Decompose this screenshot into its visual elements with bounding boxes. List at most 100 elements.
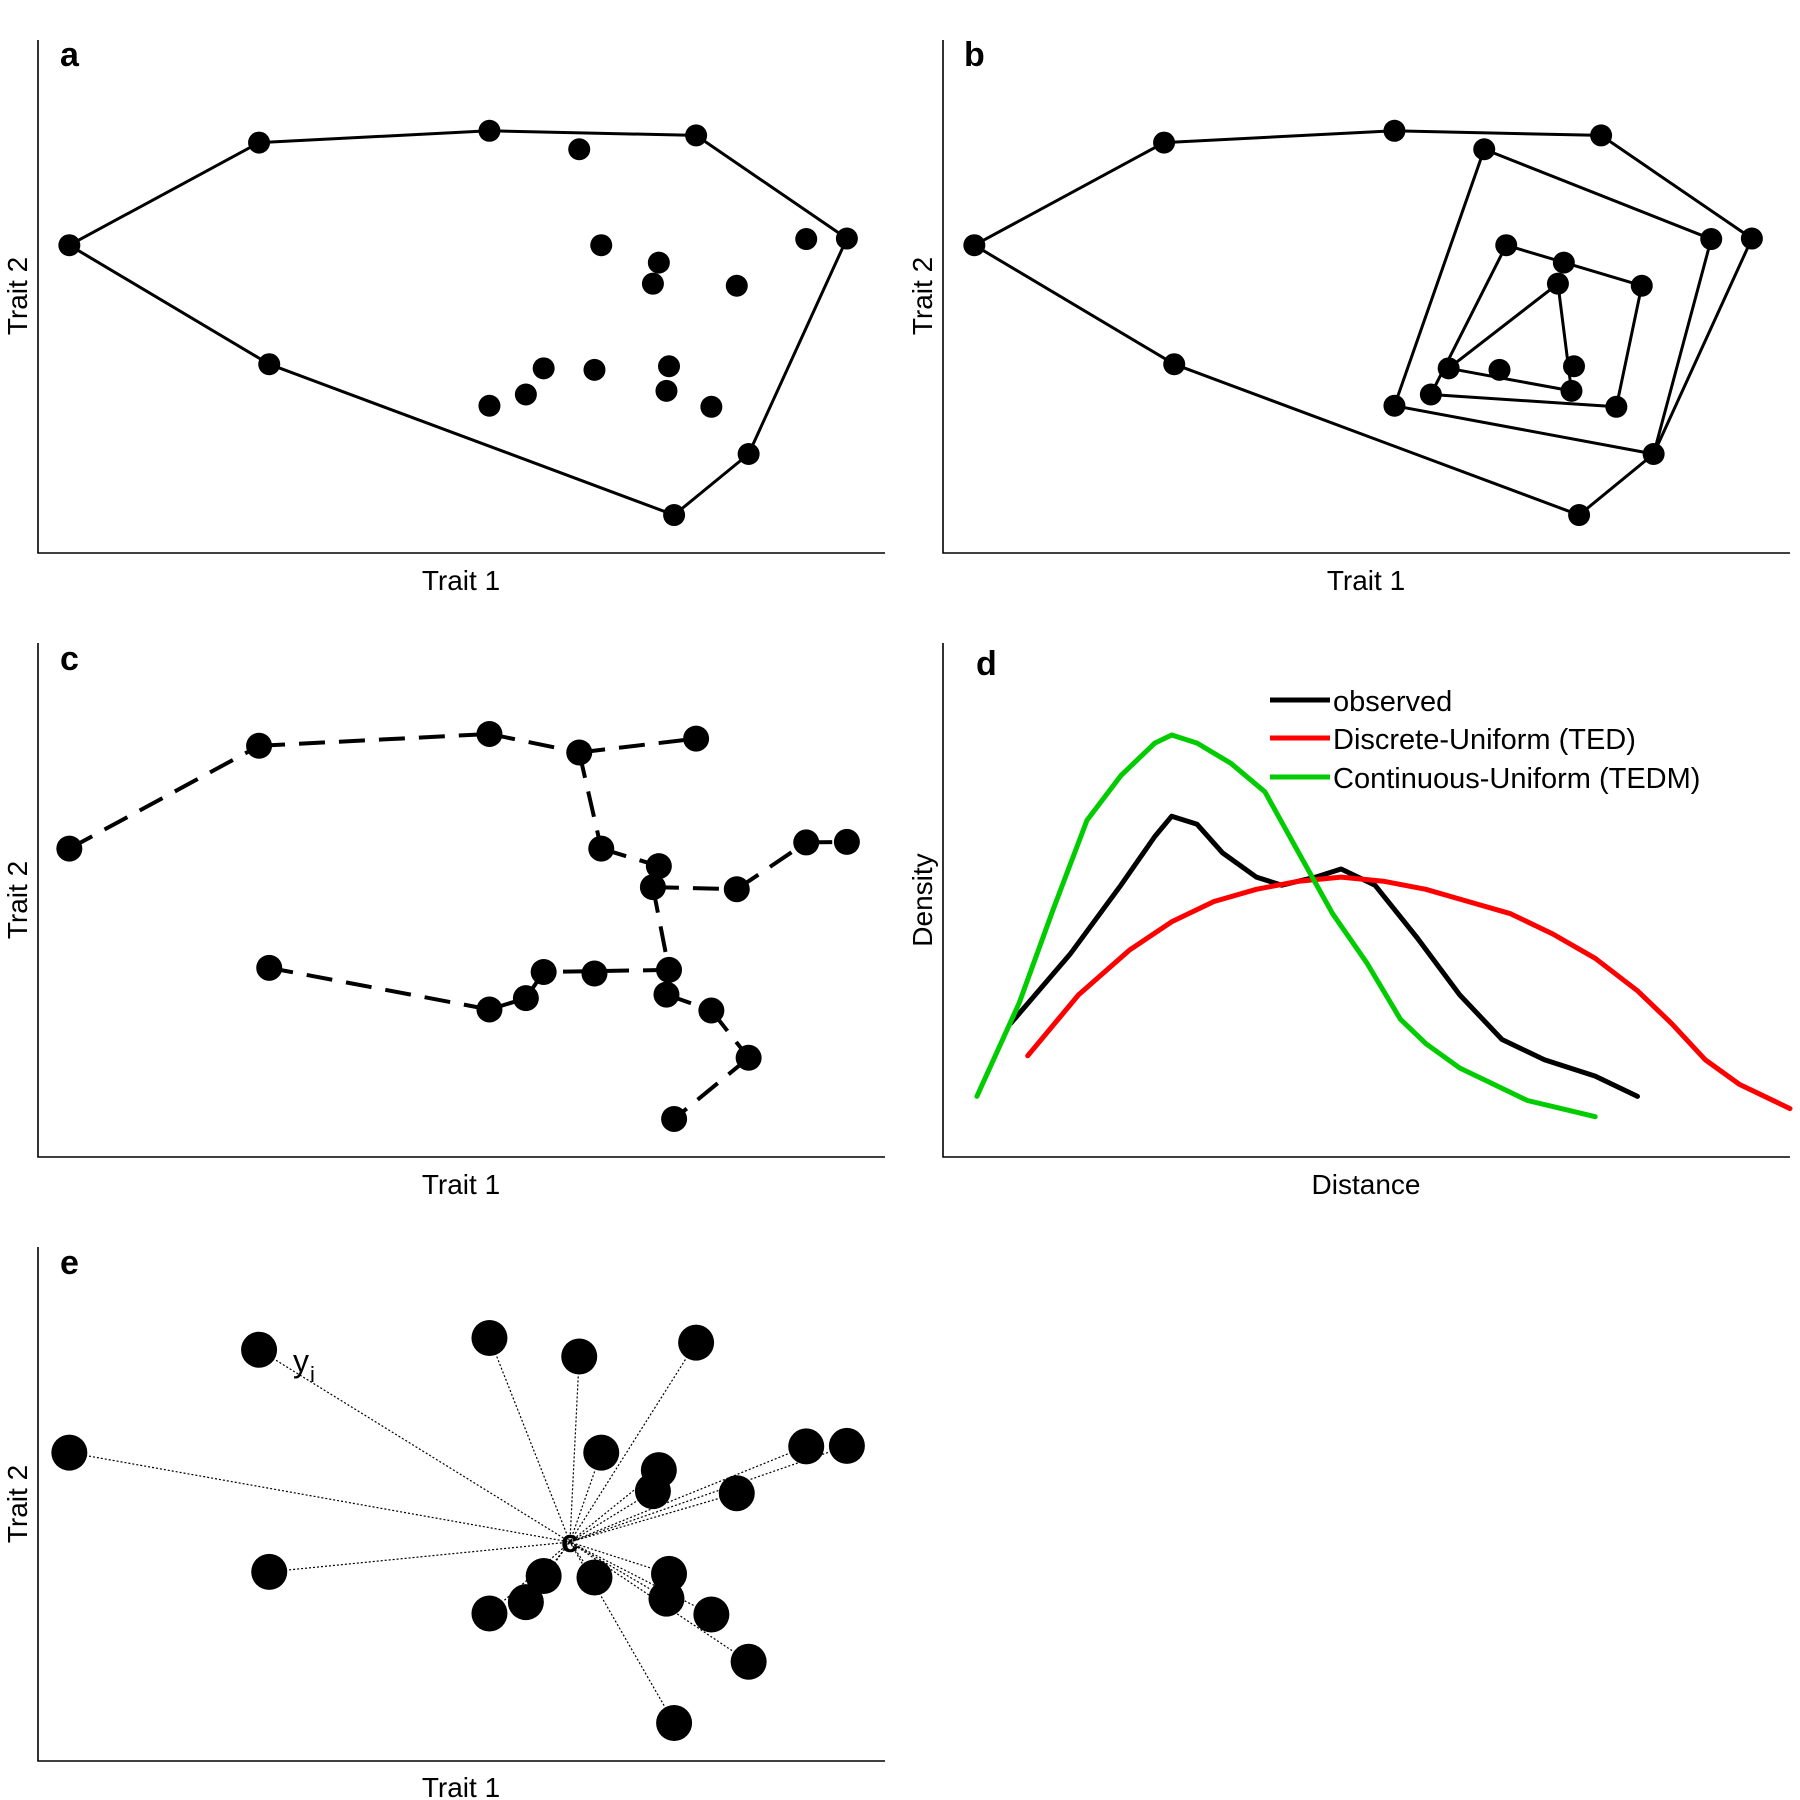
trait-point-2 <box>1383 119 1406 142</box>
trait-point-12 <box>525 1557 562 1594</box>
trait-point-16 <box>655 379 678 402</box>
mst-edge-4 <box>577 752 604 850</box>
centroid-distance-1 <box>258 1349 571 1543</box>
trait-point-13 <box>514 383 537 406</box>
trait-point-2 <box>476 720 503 747</box>
centroid-distance-3 <box>569 1342 697 1543</box>
centroid-distance-2 <box>488 1337 571 1543</box>
trait-point-11 <box>1488 358 1511 381</box>
trait-point-17 <box>698 997 725 1024</box>
trait-point-17 <box>1605 395 1628 418</box>
mst-edge-18 <box>672 1056 750 1121</box>
trait-point-16 <box>648 1580 685 1617</box>
trait-point-4 <box>833 828 860 855</box>
centroid-distance-5 <box>569 1445 807 1543</box>
trait-point-2 <box>471 1319 508 1356</box>
mst-edge-8 <box>735 840 808 891</box>
trait-point-6 <box>566 739 593 766</box>
panel-c-ylabel: Trait 2 <box>2 861 33 939</box>
trait-point-19 <box>1163 353 1186 376</box>
trait-point-20 <box>663 504 686 527</box>
distance-label-yi: yi <box>293 1343 315 1387</box>
trait-point-1 <box>1153 131 1176 154</box>
trait-point-13 <box>512 985 539 1012</box>
trait-point-4 <box>835 227 858 250</box>
nested-hull-3 <box>1429 243 1644 409</box>
trait-point-9 <box>639 874 666 901</box>
centroid-distance-11 <box>569 1541 595 1578</box>
nested-hull-4 <box>1447 282 1573 393</box>
trait-point-0 <box>56 835 83 862</box>
centroid-distance-10 <box>569 1492 737 1543</box>
centroid-distance-8 <box>569 1469 660 1543</box>
panel-a-ylabel: Trait 2 <box>2 257 33 335</box>
trait-point-6 <box>568 138 591 161</box>
panel-b-ylabel: Trait 2 <box>907 257 938 335</box>
trait-point-18 <box>730 1643 767 1680</box>
trait-point-11 <box>581 960 608 987</box>
trait-point-20 <box>1568 504 1591 527</box>
trait-point-18 <box>1642 442 1665 465</box>
trait-point-4 <box>828 1427 865 1464</box>
distance-label-subscript: i <box>310 1362 315 1387</box>
trait-point-11 <box>576 1559 613 1596</box>
trait-point-20 <box>656 1704 693 1741</box>
trait-point-1 <box>246 732 273 759</box>
trait-point-1 <box>241 1331 278 1368</box>
trait-point-7 <box>583 1434 620 1471</box>
trait-point-5 <box>793 829 820 856</box>
trait-point-14 <box>1383 394 1406 417</box>
centroid-distance-16 <box>569 1541 667 1600</box>
trait-point-19 <box>258 353 281 376</box>
trait-point-13 <box>507 1584 544 1621</box>
trait-point-6 <box>1473 138 1496 161</box>
trait-point-0 <box>58 234 81 257</box>
centroid-distance-6 <box>569 1356 580 1543</box>
convex-hull <box>67 129 849 517</box>
trait-point-20 <box>661 1105 688 1132</box>
trait-point-1 <box>248 131 271 154</box>
legend-label-discrete: Discrete-Uniform (TED) <box>1333 724 1636 756</box>
trait-point-0 <box>51 1434 88 1471</box>
centroid-label: c <box>561 1523 579 1559</box>
trait-point-16 <box>1560 379 1583 402</box>
panel-d-ylabel: Density <box>907 853 938 946</box>
panel-a: a Trait 1 Trait 2 <box>2 36 885 596</box>
panel-d-legend: observed Discrete-Uniform (TED) Continuo… <box>1270 686 1700 795</box>
centroid-distance-19 <box>269 1541 570 1573</box>
mst-edge-0 <box>68 744 261 851</box>
panel-e-letter: e <box>60 1244 79 1282</box>
mst-edge-1 <box>258 731 490 748</box>
panel-c-xlabel: Trait 1 <box>422 1169 500 1200</box>
trait-point-14 <box>476 996 503 1023</box>
trait-point-10 <box>718 1475 755 1512</box>
trait-point-8 <box>645 853 672 880</box>
nested-hull-2 <box>1392 147 1713 456</box>
panel-d-xlabel: Distance <box>1312 1169 1421 1200</box>
trait-point-10 <box>1630 274 1653 297</box>
trait-point-6 <box>561 1338 598 1375</box>
trait-point-18 <box>737 442 760 465</box>
trait-point-4 <box>1740 227 1763 250</box>
trait-point-7 <box>588 835 615 862</box>
panel-c-plot <box>56 720 860 1132</box>
panel-e: e Trait 1 Trait 2 c yi <box>2 1244 885 1800</box>
trait-point-17 <box>700 395 723 418</box>
mst-edge-3 <box>578 736 697 755</box>
trait-point-15 <box>658 355 681 378</box>
trait-point-5 <box>795 228 818 251</box>
trait-point-3 <box>678 1324 715 1361</box>
trait-point-12 <box>1437 357 1460 380</box>
trait-point-2 <box>478 119 501 142</box>
trait-point-18 <box>735 1044 762 1071</box>
trait-point-9 <box>1546 272 1569 295</box>
trait-point-11 <box>583 358 606 381</box>
panel-e-axes <box>37 1247 885 1762</box>
panel-b-axes <box>942 40 1790 554</box>
panel-b-plot <box>963 119 1763 527</box>
trait-point-19 <box>251 1553 288 1590</box>
panel-e-plot: c <box>51 1319 865 1741</box>
trait-point-13 <box>1419 383 1442 406</box>
centroid-distance-17 <box>569 1541 712 1616</box>
